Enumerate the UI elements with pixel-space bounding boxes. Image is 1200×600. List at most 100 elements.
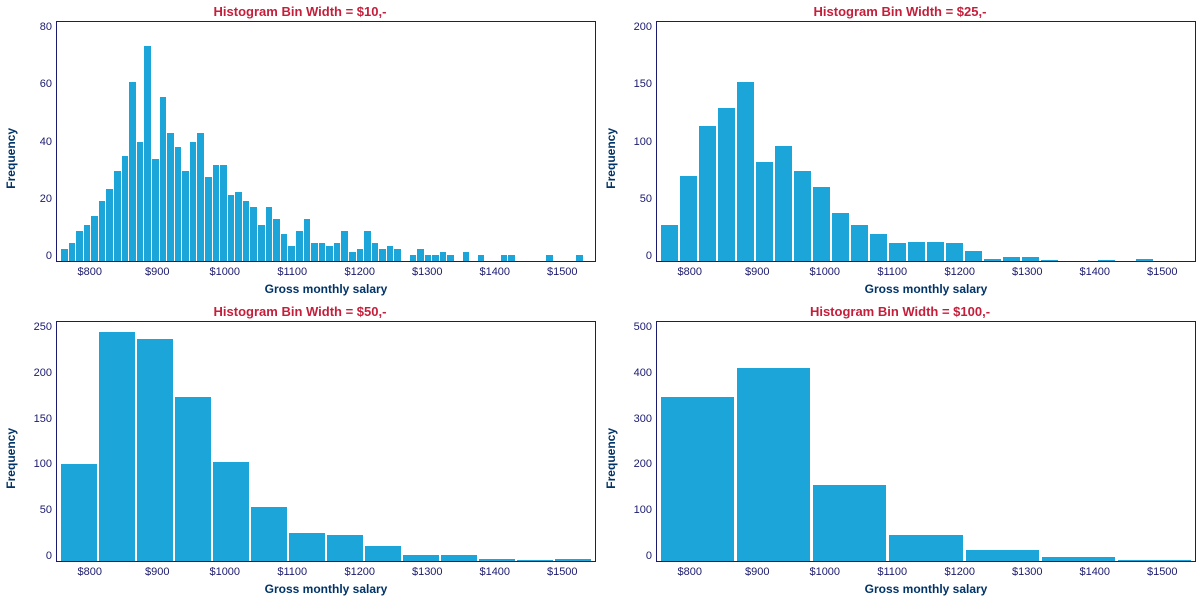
y-tick: 20 (40, 193, 52, 205)
histogram-bar (1003, 257, 1020, 261)
histogram-bar (250, 207, 257, 261)
histogram-bar (1118, 560, 1191, 561)
histogram-bar (680, 176, 697, 261)
y-tick: 300 (634, 413, 652, 425)
histogram-bar (699, 126, 716, 261)
y-axis: 806040200 (20, 21, 56, 262)
histogram-bar (737, 82, 754, 261)
y-tick: 40 (40, 136, 52, 148)
x-tick: $1400 (1061, 566, 1129, 578)
histogram-bar (160, 97, 167, 261)
plot-area (56, 321, 596, 562)
x-tick: $1400 (461, 566, 529, 578)
histogram-bar (61, 464, 97, 562)
histogram-bar (908, 242, 925, 261)
histogram-bar (1042, 557, 1115, 561)
histogram-bar (213, 165, 220, 261)
histogram-bar (440, 252, 447, 261)
x-tick: $1100 (259, 566, 327, 578)
histogram-bar (91, 216, 98, 261)
x-tick: $1000 (791, 266, 859, 278)
x-tick: $900 (124, 266, 192, 278)
histogram-bar (175, 397, 211, 561)
histogram-bar (106, 189, 113, 261)
histogram-bar (364, 231, 371, 261)
y-tick: 0 (46, 550, 52, 562)
histogram-bar (122, 156, 129, 261)
histogram-bar (182, 171, 189, 261)
histogram-bar (228, 195, 235, 261)
x-tick: $1300 (994, 266, 1062, 278)
x-axis-label: Gross monthly salary (656, 582, 1196, 596)
histogram-bar (69, 243, 76, 261)
chart-title: Histogram Bin Width = $100,- (810, 304, 990, 319)
histogram-bar (832, 213, 849, 261)
y-tick: 150 (34, 413, 52, 425)
histogram-bar (813, 485, 886, 561)
histogram-bar (447, 255, 454, 261)
histogram-bar (756, 162, 773, 261)
x-tick: $1500 (529, 566, 597, 578)
y-tick: 250 (34, 321, 52, 333)
histogram-bar (213, 462, 249, 561)
x-tick: $1500 (1129, 566, 1197, 578)
chart-inner: 806040200 $800$900$1000$1100$1200$1300$1… (20, 21, 596, 296)
x-axis-label: Gross monthly salary (56, 282, 596, 296)
x-axis-label: Gross monthly salary (56, 582, 596, 596)
histogram-bar (220, 165, 227, 261)
histogram-bar (1136, 259, 1153, 261)
histogram-bar (99, 201, 106, 261)
chart-inner: 250200150100500 $800$900$1000$1100$1200$… (20, 321, 596, 596)
x-tick: $900 (124, 566, 192, 578)
plot-area (56, 21, 596, 262)
histogram-bar (266, 207, 273, 261)
histogram-bar (84, 225, 91, 261)
histogram-bar (501, 255, 508, 261)
y-tick: 60 (40, 78, 52, 90)
histogram-bar (281, 234, 288, 261)
y-tick: 0 (646, 550, 652, 562)
histogram-bar (387, 246, 394, 261)
x-tick: $1400 (461, 266, 529, 278)
x-tick: $1500 (1129, 266, 1197, 278)
x-tick: $1000 (191, 566, 259, 578)
histogram-bar (889, 535, 962, 561)
x-tick: $1200 (926, 566, 994, 578)
y-axis-label: Frequency (4, 128, 18, 189)
y-axis: 250200150100500 (20, 321, 56, 562)
histogram-bar (289, 533, 325, 561)
histogram-bar (576, 255, 583, 261)
histogram-bar (99, 332, 135, 561)
y-axis: 5004003002001000 (620, 321, 656, 562)
histogram-bar (319, 243, 326, 261)
y-tick: 400 (634, 367, 652, 379)
y-tick: 500 (634, 321, 652, 333)
histogram-bar (555, 559, 591, 561)
chart-title: Histogram Bin Width = $50,- (214, 304, 387, 319)
x-axis: $800$900$1000$1100$1200$1300$1400$1500 (656, 262, 1196, 278)
histogram-bar (775, 146, 792, 261)
histogram-bar (379, 249, 386, 261)
histogram-bar (946, 243, 963, 261)
y-axis-label: Frequency (604, 128, 618, 189)
histogram-bar (1098, 260, 1115, 261)
histogram-bar (197, 133, 204, 261)
y-axis-label: Frequency (4, 428, 18, 489)
histogram-bar (984, 259, 1001, 261)
plot-area (656, 21, 1196, 262)
plot-row: 250200150100500 (20, 321, 596, 562)
histogram-bar (296, 231, 303, 261)
chart-inner: 5004003002001000 $800$900$1000$1100$1200… (620, 321, 1196, 596)
histogram-bar (341, 231, 348, 261)
plot-area (656, 321, 1196, 562)
histogram-bar (76, 231, 83, 261)
histogram-bar (304, 219, 311, 261)
histogram-bar (851, 225, 868, 261)
histogram-bar (794, 171, 811, 261)
histogram-bar (965, 251, 982, 261)
histogram-bar (661, 225, 678, 261)
histogram-bar (425, 255, 432, 261)
histogram-bar (546, 255, 553, 261)
histogram-bar (235, 192, 242, 261)
histogram-bar (661, 397, 734, 561)
